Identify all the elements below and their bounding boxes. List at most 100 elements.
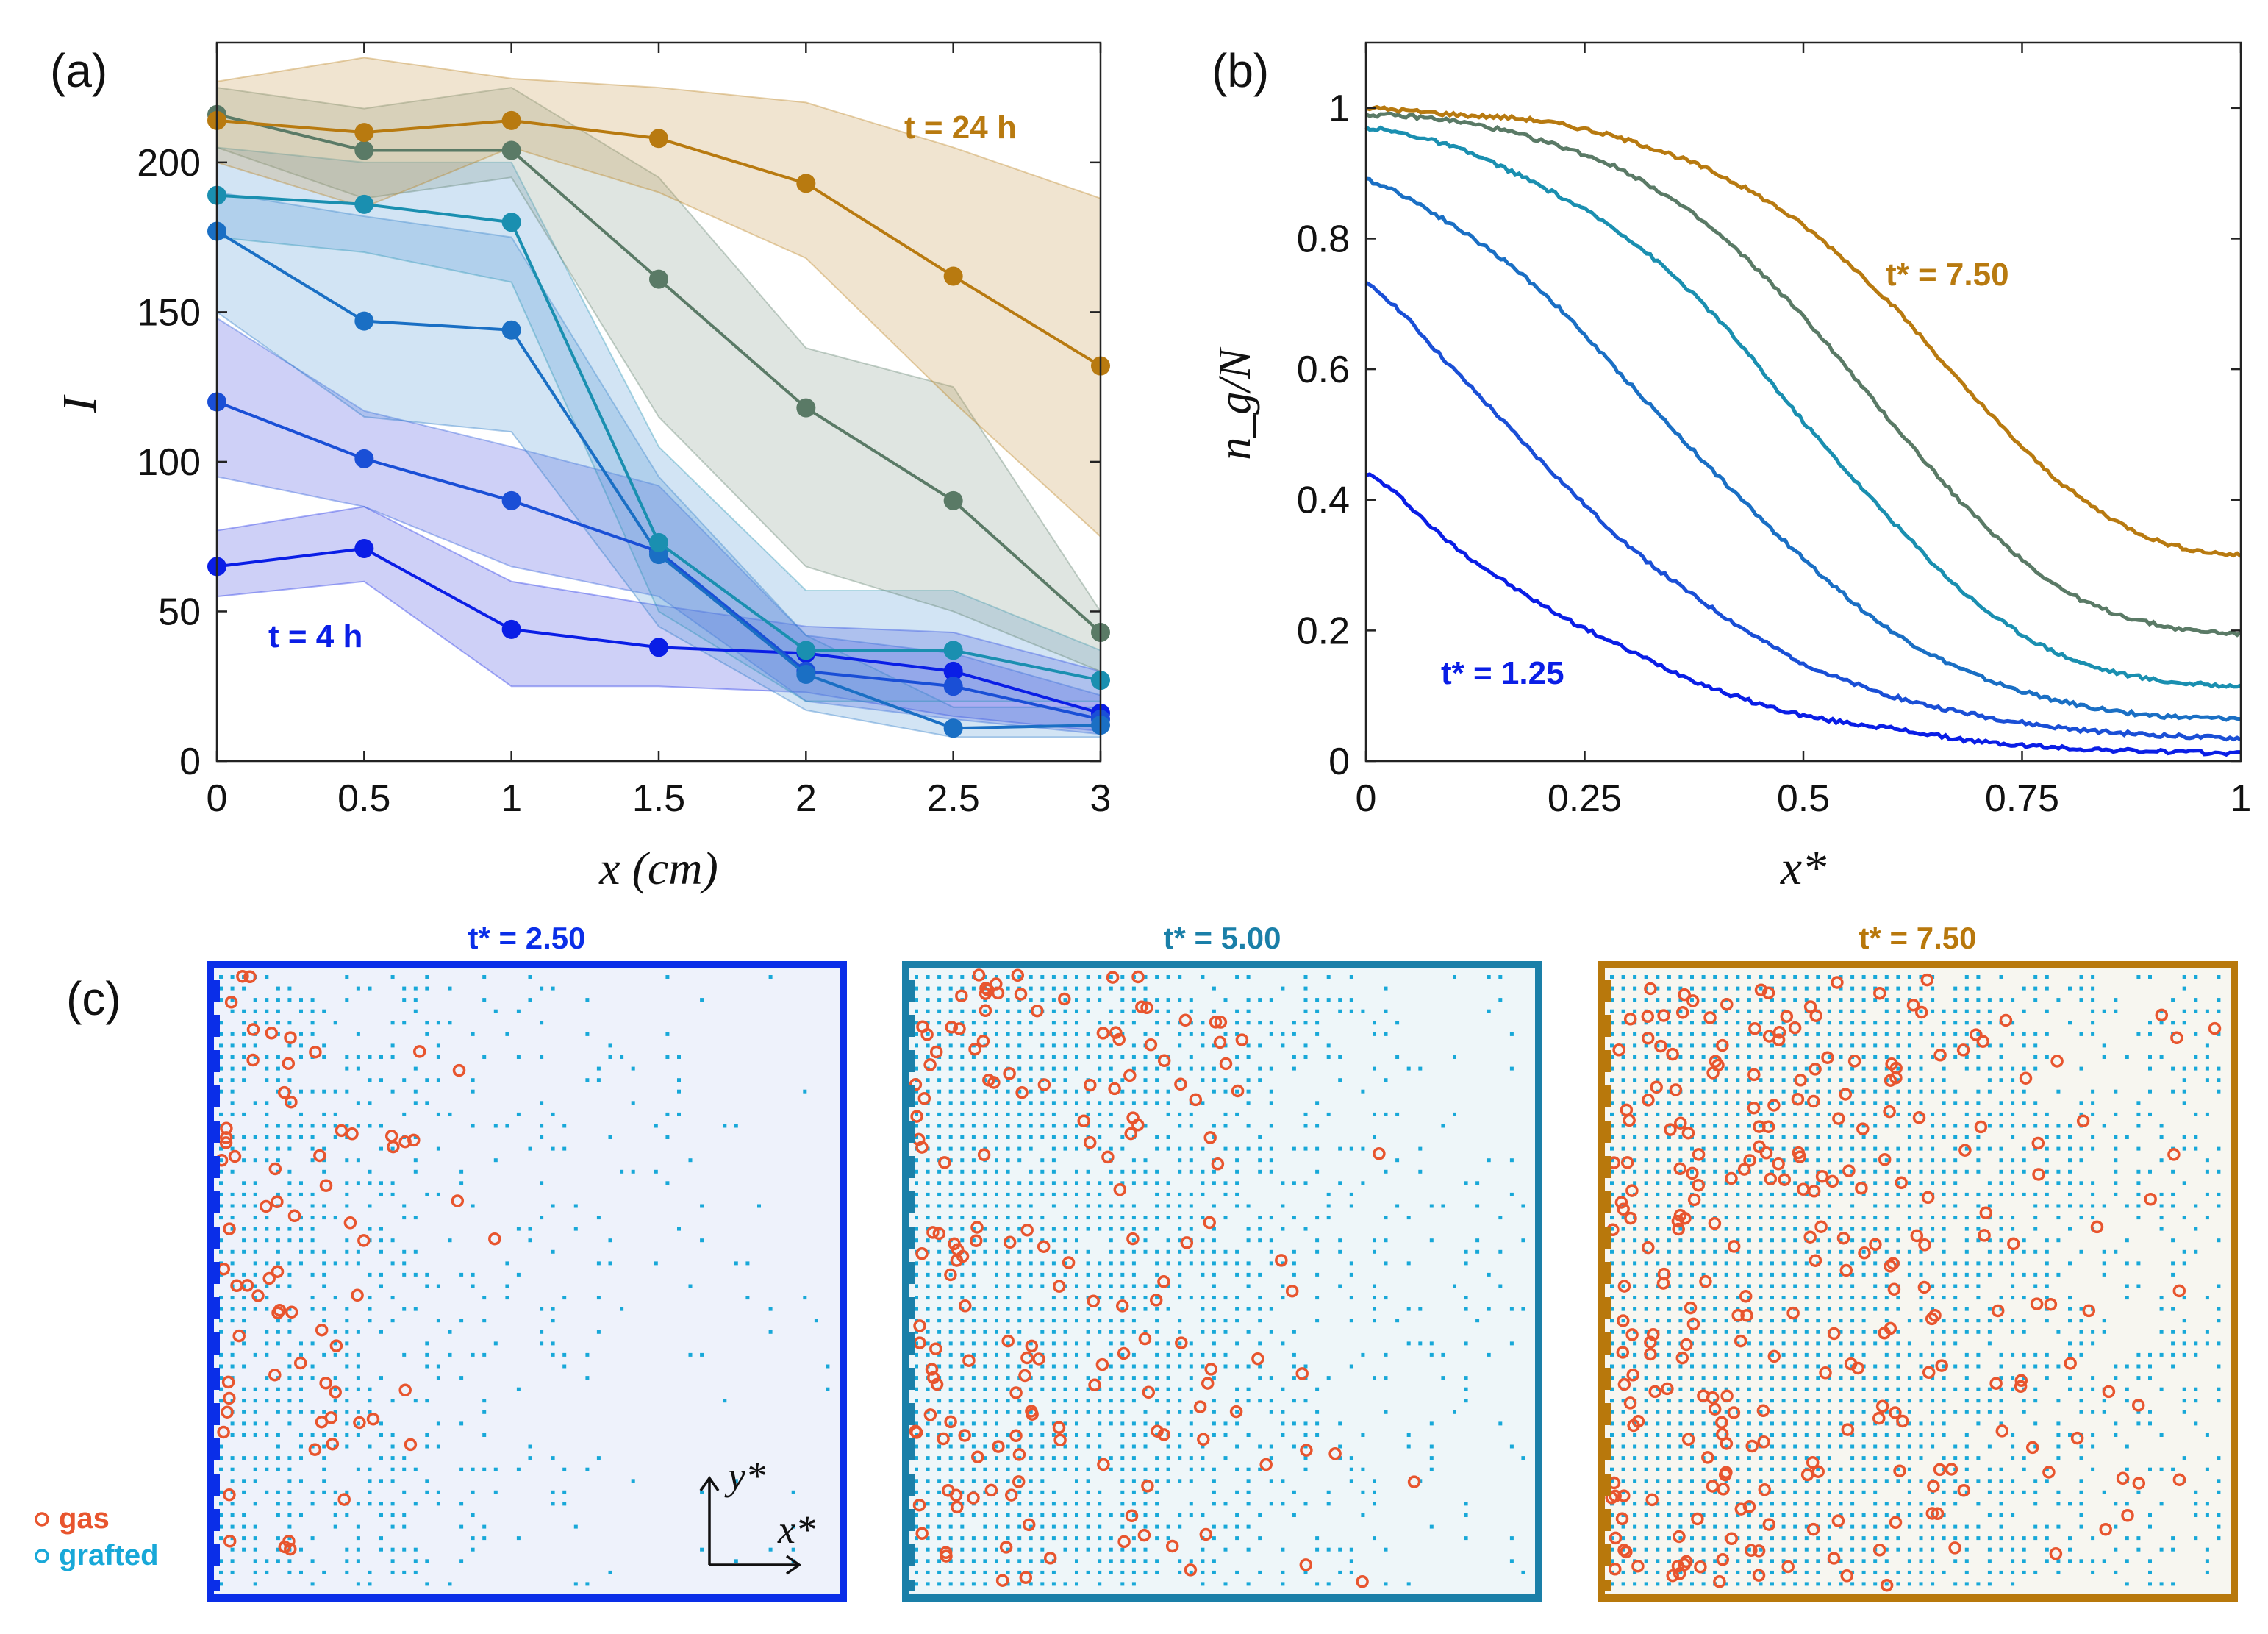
- grafted-point: [1235, 1272, 1239, 1277]
- grafted-point: [1701, 1227, 1706, 1231]
- grafted-point: [1109, 1364, 1113, 1369]
- grafted-point: [219, 1021, 223, 1025]
- grafted-point: [1781, 1433, 1786, 1437]
- grafted-point: [1633, 1204, 1637, 1208]
- grafted-point: [287, 1135, 292, 1139]
- grafted-point: [1063, 1364, 1067, 1369]
- grafted-point: [1931, 1433, 1935, 1437]
- grafted-point: [1189, 1032, 1193, 1036]
- grafted-point: [1292, 1216, 1296, 1220]
- grafted-point: [960, 1444, 965, 1449]
- grafted-point: [1040, 1169, 1045, 1174]
- grafted-point: [1804, 1204, 1809, 1208]
- grafted-point: [242, 1364, 246, 1369]
- grafted-point: [1759, 1387, 1763, 1391]
- grafted-point: [413, 1066, 418, 1071]
- grafted-point: [230, 1479, 235, 1483]
- grafted-point: [1907, 1490, 1911, 1494]
- grafted-point: [1850, 1135, 1855, 1139]
- grafted-point: [1816, 1513, 1820, 1517]
- grafted-point: [1976, 1032, 1981, 1036]
- grafted-point: [2068, 1261, 2072, 1266]
- grafted-point: [2102, 1490, 2106, 1494]
- grafted-point: [1040, 1032, 1045, 1036]
- grafted-point: [2136, 1490, 2141, 1494]
- grafted-point: [1804, 1089, 1809, 1094]
- grafted-point: [1804, 1032, 1809, 1036]
- grafted-point: [265, 1376, 269, 1380]
- grafted-point: [1384, 1352, 1388, 1357]
- grafted-point: [960, 1547, 965, 1552]
- gas-point: [1014, 988, 1028, 1001]
- grafted-point: [390, 975, 395, 979]
- grafted-point: [1827, 1433, 1831, 1437]
- grafted-point: [1155, 998, 1159, 1002]
- grafted-point: [1223, 1032, 1228, 1036]
- grafted-point: [1701, 1192, 1706, 1196]
- grafted-point: [1964, 1467, 1969, 1471]
- grafted-point: [1086, 1227, 1090, 1231]
- gas-point: [217, 1425, 230, 1439]
- grafted-point: [230, 1227, 235, 1231]
- grafted-point: [1931, 1536, 1935, 1541]
- grafted-point: [1189, 1456, 1193, 1460]
- grafted-point: [1621, 1078, 1625, 1082]
- grafted-point: [1201, 1307, 1205, 1311]
- grafted-point: [2091, 1146, 2095, 1151]
- grafted-point: [1166, 1066, 1170, 1071]
- grafted-point: [960, 1158, 965, 1163]
- grafted-point: [1770, 1078, 1774, 1082]
- y-axis-label: I: [53, 394, 107, 413]
- grafted-point: [390, 1444, 395, 1449]
- grafted-point: [2159, 1467, 2164, 1471]
- grafted-point: [1086, 1352, 1090, 1357]
- grafted-point: [1051, 1101, 1056, 1105]
- grafted-point: [2056, 1216, 2061, 1220]
- grafted-point: [1051, 1421, 1056, 1426]
- grafted-point: [1964, 1559, 1969, 1563]
- grafted-point: [995, 1284, 998, 1288]
- grafted-point: [1086, 1444, 1090, 1449]
- grafted-point: [253, 1216, 257, 1220]
- grafted-point: [1827, 1169, 1831, 1174]
- grafted-point: [1827, 1513, 1831, 1517]
- grafted-point: [2148, 1410, 2152, 1414]
- grafted-point: [1667, 1467, 1671, 1471]
- grafted-point: [2045, 1261, 2049, 1266]
- grafted-point: [1667, 1078, 1671, 1082]
- grafted-point: [1747, 1433, 1751, 1437]
- grafted-point: [1051, 1341, 1056, 1346]
- grafted-point: [1759, 1021, 1763, 1025]
- grafted-point: [1610, 1227, 1614, 1231]
- grafted-point: [1839, 1146, 1843, 1151]
- grafted-point: [1793, 1570, 1797, 1574]
- grafted-point: [345, 1547, 349, 1552]
- grafted-point: [1896, 1089, 1900, 1094]
- grafted-point: [287, 1570, 292, 1574]
- grafted-point: [1884, 1146, 1889, 1151]
- grafted-point: [1201, 1467, 1205, 1471]
- grafted-point: [1713, 1319, 1717, 1323]
- grafted-point: [1964, 1101, 1969, 1105]
- grafted-point: [1063, 1410, 1067, 1414]
- grafted-point: [219, 986, 223, 991]
- grafted-point: [493, 1490, 498, 1494]
- grafted-point: [287, 986, 292, 991]
- grafted-point: [1303, 1456, 1308, 1460]
- grafted-point: [1793, 1479, 1797, 1483]
- grafted-point: [1839, 1330, 1843, 1334]
- grafted-point: [2079, 1066, 2083, 1071]
- grafted-point: [528, 1146, 532, 1151]
- grafted-point: [1246, 1146, 1251, 1151]
- grafted-point: [1942, 1524, 1946, 1529]
- grafted-point: [1724, 1524, 1728, 1529]
- grafted-point: [1281, 1387, 1285, 1391]
- grafted-point: [915, 1021, 918, 1025]
- grafted-point: [1759, 1181, 1763, 1185]
- grafted-point: [1269, 1479, 1273, 1483]
- grafted-point: [926, 1536, 930, 1541]
- grafted-point: [1155, 1559, 1159, 1563]
- grafted-point: [983, 1319, 987, 1323]
- grafted-point: [960, 1341, 965, 1346]
- grafted-point: [333, 1513, 337, 1517]
